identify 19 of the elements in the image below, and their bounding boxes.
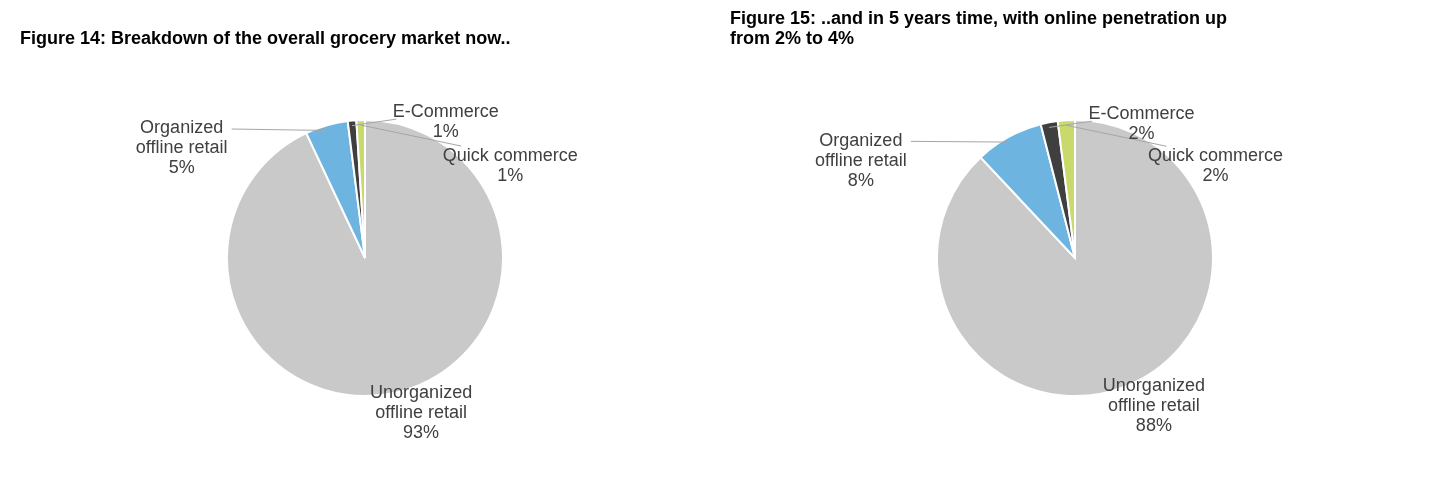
pie-slice: [979, 123, 1076, 259]
chart-title: Figure 14: Breakdown of the overall grocery market now..: [20, 28, 511, 48]
slice-label: Unorganized offline retail: [370, 382, 473, 423]
slice-label: E-Commerce: [392, 100, 499, 121]
slice-label: Unorganized offline retail: [1102, 375, 1205, 416]
slice-label: Quick commerce: [442, 145, 578, 166]
chart-title: Figure 15: ..and in 5 years time, with online penetration up from 2% to 4%: [730, 8, 1228, 48]
data-label: 93%: [403, 422, 440, 443]
data-label: 1%: [497, 165, 524, 186]
data-label: 2%: [1128, 122, 1155, 143]
data-label: 88%: [1135, 415, 1172, 436]
data-label: 8%: [847, 169, 874, 190]
slice-label: Quick commerce: [1147, 145, 1283, 166]
data-label: 5%: [168, 157, 195, 178]
slice-label: Organized offline retail: [135, 117, 228, 158]
slice-label: E-Commerce: [1088, 102, 1195, 123]
slice-label: Organized offline retail: [815, 129, 907, 170]
data-label: 2%: [1202, 165, 1229, 186]
data-label: 1%: [432, 120, 459, 141]
